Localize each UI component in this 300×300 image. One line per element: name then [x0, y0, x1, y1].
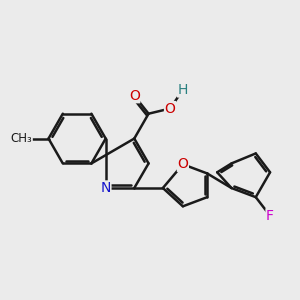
Text: CH₃: CH₃: [11, 132, 32, 145]
Text: O: O: [129, 89, 140, 103]
Text: N: N: [100, 181, 111, 195]
Text: O: O: [177, 157, 188, 171]
Text: H: H: [178, 83, 188, 97]
Text: O: O: [165, 101, 176, 116]
Text: F: F: [266, 209, 274, 223]
